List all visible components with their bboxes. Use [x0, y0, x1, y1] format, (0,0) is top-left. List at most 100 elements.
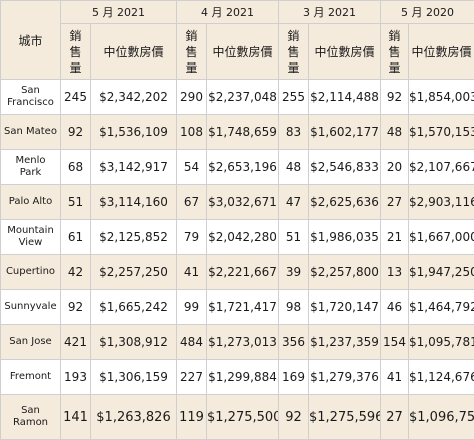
sales-volume-cell: 42 [61, 255, 91, 290]
city-cell: Cupertino [1, 255, 61, 290]
median-price-cell: $1,667,000 [409, 220, 474, 255]
median-price-cell: $1,096,759 [409, 395, 474, 440]
median-price-cell: $1,263,826 [91, 395, 177, 440]
median-price-cell: $1,299,884 [207, 360, 279, 395]
sales-volume-cell: 83 [279, 115, 309, 150]
median-price-cell: $1,275,596 [309, 395, 381, 440]
median-price-cell: $2,107,667 [409, 150, 474, 185]
median-price-cell: $1,720,147 [309, 290, 381, 325]
sales-header-char: 售 [279, 44, 308, 60]
median-price-cell: $1,854,003 [409, 80, 474, 115]
city-name-line: Sunnyvale [1, 301, 60, 313]
sales-header-char: 銷 [61, 28, 90, 44]
median-price-cell: $1,986,035 [309, 220, 381, 255]
sales-volume-cell: 154 [381, 325, 409, 360]
sales-volume-cell: 169 [279, 360, 309, 395]
sales-header-char: 量 [381, 60, 408, 76]
sales-volume-cell: 290 [177, 80, 207, 115]
sales-volume-cell: 51 [61, 185, 91, 220]
city-name-line: Palo Alto [1, 196, 60, 208]
period-header: 5 月 2020 [381, 1, 474, 24]
sales-volume-cell: 54 [177, 150, 207, 185]
median-price-cell: $2,257,250 [91, 255, 177, 290]
sales-header-char: 銷 [279, 28, 308, 44]
sales-volume-cell: 99 [177, 290, 207, 325]
median-price-cell: $1,721,417 [207, 290, 279, 325]
median-price-cell: $2,221,667 [207, 255, 279, 290]
sales-volume-cell: 255 [279, 80, 309, 115]
median-price-cell: $2,625,636 [309, 185, 381, 220]
table-header: 城市 5 月 2021 4 月 2021 3 月 2021 5 月 2020 銷… [1, 1, 474, 80]
median-price-cell: $2,257,800 [309, 255, 381, 290]
city-name-line: Cupertino [1, 266, 60, 278]
median-price-cell: $1,273,013 [207, 325, 279, 360]
median-price-cell: $1,748,659 [207, 115, 279, 150]
sales-volume-cell: 245 [61, 80, 91, 115]
city-cell: Palo Alto [1, 185, 61, 220]
median-price-cell: $1,308,912 [91, 325, 177, 360]
median-price-cell: $1,279,376 [309, 360, 381, 395]
sales-header-char: 售 [381, 44, 408, 60]
city-cell: San Mateo [1, 115, 61, 150]
sales-volume-cell: 484 [177, 325, 207, 360]
median-price-cell: $1,124,676 [409, 360, 474, 395]
sales-header-char: 售 [177, 44, 206, 60]
sales-header-char: 量 [177, 60, 206, 76]
city-name-line: Menlo [1, 155, 60, 167]
city-column-header: 城市 [1, 1, 61, 80]
sales-volume-cell: 13 [381, 255, 409, 290]
sales-volume-cell: 79 [177, 220, 207, 255]
period-header: 3 月 2021 [279, 1, 381, 24]
city-name-line: Fremont [1, 371, 60, 383]
sales-volume-cell: 119 [177, 395, 207, 440]
sales-volume-header: 銷售量 [279, 24, 309, 80]
sales-header-char: 量 [279, 60, 308, 76]
median-price-cell: $2,125,852 [91, 220, 177, 255]
sales-volume-cell: 108 [177, 115, 207, 150]
sales-volume-cell: 227 [177, 360, 207, 395]
sales-volume-cell: 61 [61, 220, 91, 255]
median-price-cell: $1,536,109 [91, 115, 177, 150]
sales-volume-cell: 47 [279, 185, 309, 220]
median-price-cell: $2,653,196 [207, 150, 279, 185]
city-name-line: San Mateo [1, 126, 60, 138]
city-name-line: View [1, 237, 60, 249]
sub-header-row: 銷售量中位數房價銷售量中位數房價銷售量中位數房價銷售量中位數房價 [1, 24, 474, 80]
city-name-line: Park [1, 167, 60, 179]
sales-volume-cell: 193 [61, 360, 91, 395]
median-price-header: 中位數房價 [309, 24, 381, 80]
city-name-line: Ramon [1, 417, 60, 429]
median-price-cell: $1,237,359 [309, 325, 381, 360]
sales-volume-cell: 421 [61, 325, 91, 360]
median-price-cell: $1,602,177 [309, 115, 381, 150]
sales-volume-header: 銷售量 [61, 24, 91, 80]
sales-volume-cell: 68 [61, 150, 91, 185]
median-price-cell: $3,032,671 [207, 185, 279, 220]
median-price-cell: $1,947,250 [409, 255, 474, 290]
sales-header-char: 售 [61, 44, 90, 60]
sales-volume-header: 銷售量 [381, 24, 409, 80]
city-name-line: San [1, 85, 60, 97]
sales-volume-cell: 92 [61, 290, 91, 325]
median-price-cell: $1,665,242 [91, 290, 177, 325]
sales-header-char: 銷 [177, 28, 206, 44]
sales-volume-cell: 92 [279, 395, 309, 440]
sales-volume-cell: 20 [381, 150, 409, 185]
period-header: 4 月 2021 [177, 1, 279, 24]
sales-volume-cell: 356 [279, 325, 309, 360]
period-header: 5 月 2021 [61, 1, 177, 24]
city-cell: San Jose [1, 325, 61, 360]
sales-header-char: 量 [61, 60, 90, 76]
